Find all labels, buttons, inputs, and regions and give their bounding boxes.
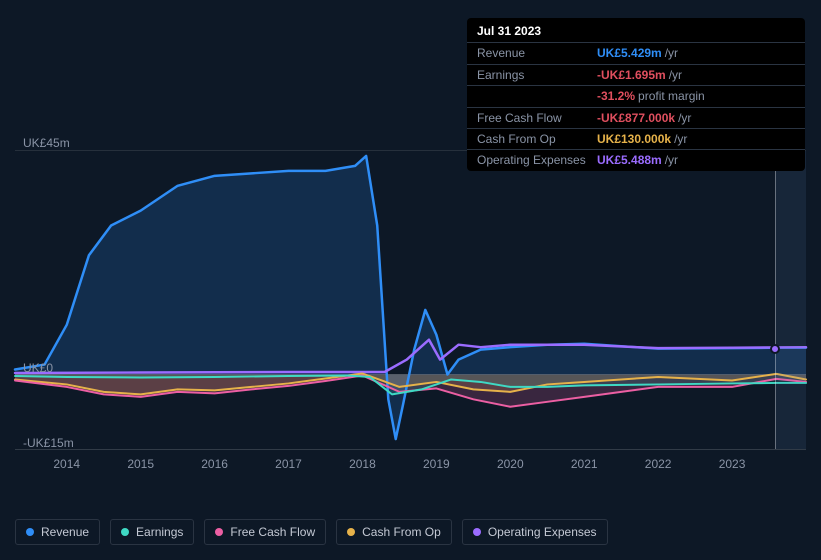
x-axis-tick: 2015 — [127, 457, 154, 471]
legend-item[interactable]: Free Cash Flow — [204, 519, 326, 545]
tooltip-label: Free Cash Flow — [477, 111, 597, 125]
tooltip-value: UK£130.000k — [597, 132, 671, 146]
chart-cursor-dot — [770, 344, 780, 354]
tooltip-row: RevenueUK£5.429m/yr — [467, 43, 805, 64]
legend-dot — [215, 528, 223, 536]
tooltip-label: Cash From Op — [477, 132, 597, 146]
legend-item[interactable]: Operating Expenses — [462, 519, 608, 545]
chart-cursor-line — [775, 151, 776, 449]
y-axis-label: UK£45m — [23, 136, 70, 150]
x-axis-tick: 2019 — [423, 457, 450, 471]
legend-dot — [121, 528, 129, 536]
legend-label: Cash From Op — [362, 525, 441, 539]
tooltip-value: UK£5.429m — [597, 46, 662, 60]
x-axis-tick: 2018 — [349, 457, 376, 471]
tooltip-value: -UK£1.695m — [597, 68, 666, 82]
y-axis-label: -UK£15m — [23, 436, 74, 450]
y-axis-label: UK£0 — [23, 361, 53, 375]
legend-item[interactable]: Revenue — [15, 519, 100, 545]
tooltip-unit: /yr — [674, 132, 687, 146]
legend-label: Earnings — [136, 525, 183, 539]
tooltip-value: UK£5.488m — [597, 153, 662, 167]
x-axis: 2014 2015 2016 2017 2018 2019 2020 2021 2022 2023 — [15, 457, 806, 471]
legend-item[interactable]: Cash From Op — [336, 519, 452, 545]
legend-label: Free Cash Flow — [230, 525, 315, 539]
x-axis-tick: 2020 — [497, 457, 524, 471]
chart-svg — [15, 151, 806, 449]
tooltip-label: Operating Expenses — [477, 153, 597, 167]
x-axis-tick: 2021 — [571, 457, 598, 471]
legend-dot — [473, 528, 481, 536]
tooltip-row: Earnings-UK£1.695m/yr — [467, 65, 805, 86]
legend-dot — [26, 528, 34, 536]
chart-container: 2014201520162017201820192020202120222023… — [15, 150, 806, 450]
tooltip-row: Operating ExpensesUK£5.488m/yr — [467, 150, 805, 170]
x-axis-tick: 2023 — [719, 457, 746, 471]
tooltip-unit: /yr — [669, 68, 682, 82]
x-axis-tick: 2014 — [53, 457, 80, 471]
tooltip-unit: /yr — [665, 46, 678, 60]
chart-plot-area[interactable]: 2014201520162017201820192020202120222023 — [15, 150, 806, 450]
tooltip-value: -UK£877.000k — [597, 111, 675, 125]
tooltip-row: Cash From OpUK£130.000k/yr — [467, 129, 805, 150]
chart-highlight-band — [775, 151, 806, 449]
legend-dot — [347, 528, 355, 536]
legend-label: Operating Expenses — [488, 525, 597, 539]
legend-item[interactable]: Earnings — [110, 519, 194, 545]
tooltip-row: Free Cash Flow-UK£877.000k/yr — [467, 108, 805, 129]
tooltip-subrow: -31.2% profit margin — [467, 86, 805, 107]
tooltip-unit: /yr — [678, 111, 691, 125]
tooltip-date: Jul 31 2023 — [467, 18, 805, 43]
legend-label: Revenue — [41, 525, 89, 539]
x-axis-tick: 2016 — [201, 457, 228, 471]
tooltip-unit: /yr — [665, 153, 678, 167]
chart-tooltip: Jul 31 2023RevenueUK£5.429m/yrEarnings-U… — [467, 18, 805, 171]
tooltip-label: Earnings — [477, 68, 597, 82]
x-axis-tick: 2022 — [645, 457, 672, 471]
x-axis-tick: 2017 — [275, 457, 302, 471]
chart-legend: Revenue Earnings Free Cash Flow Cash From O… — [15, 519, 608, 545]
tooltip-label: Revenue — [477, 46, 597, 60]
